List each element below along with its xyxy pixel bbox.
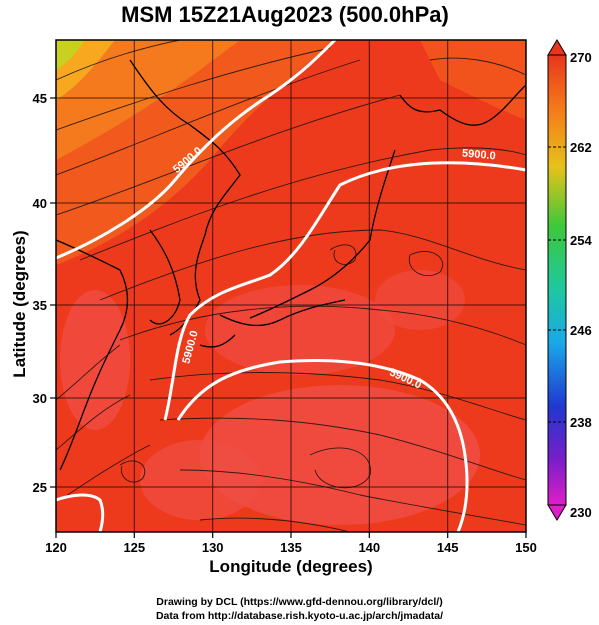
streamlines — [56, 40, 526, 532]
colorbar-tick-label: 230 — [570, 505, 592, 520]
x-tick-label: 140 — [358, 540, 380, 555]
x-tick-label: 130 — [202, 540, 224, 555]
drawing-credit: Drawing by DCL (https://www.gfd-dennou.o… — [156, 596, 443, 608]
map-title: MSM 15Z21Aug2023 (500.0hPa) — [121, 2, 449, 27]
y-axis-label: Latitude (degrees) — [10, 230, 29, 378]
colorbar-max-arrow — [547, 39, 567, 56]
contour-label: 5900.0 — [462, 147, 497, 162]
coastlines — [56, 59, 526, 471]
contour-line — [56, 493, 105, 532]
colorbar-tick-label: 246 — [570, 323, 592, 338]
colorbar-min-arrow — [547, 504, 567, 521]
y-tick-label: 30 — [33, 391, 47, 406]
x-axis-label: Longitude (degrees) — [209, 557, 373, 576]
x-tick-label: 150 — [515, 540, 537, 555]
colorbar-gradient — [547, 54, 567, 506]
grid — [56, 40, 526, 532]
x-tick-label: 125 — [123, 540, 145, 555]
y-tick-label: 25 — [33, 480, 47, 495]
colorbar-tick-label: 270 — [570, 50, 592, 65]
x-tick-label: 135 — [280, 540, 302, 555]
y-tick-label: 45 — [33, 91, 47, 106]
x-tick-label: 145 — [437, 540, 459, 555]
colorbar-tick-label: 238 — [570, 415, 592, 430]
contour-line — [176, 359, 469, 532]
axis-ticks — [50, 97, 527, 538]
colorbar: 270 262 254 246 238 230 — [547, 39, 592, 521]
x-tick-label: 120 — [45, 540, 67, 555]
y-tick-label: 35 — [33, 298, 47, 313]
colorbar-tick-label: 262 — [570, 140, 592, 155]
colorbar-tick-label: 254 — [570, 233, 592, 248]
y-tick-label: 40 — [33, 196, 47, 211]
data-credit: Data from http://database.rish.kyoto-u.a… — [155, 610, 444, 622]
contour-line — [163, 161, 526, 421]
contour-line — [56, 40, 337, 260]
height-contours — [56, 40, 526, 532]
